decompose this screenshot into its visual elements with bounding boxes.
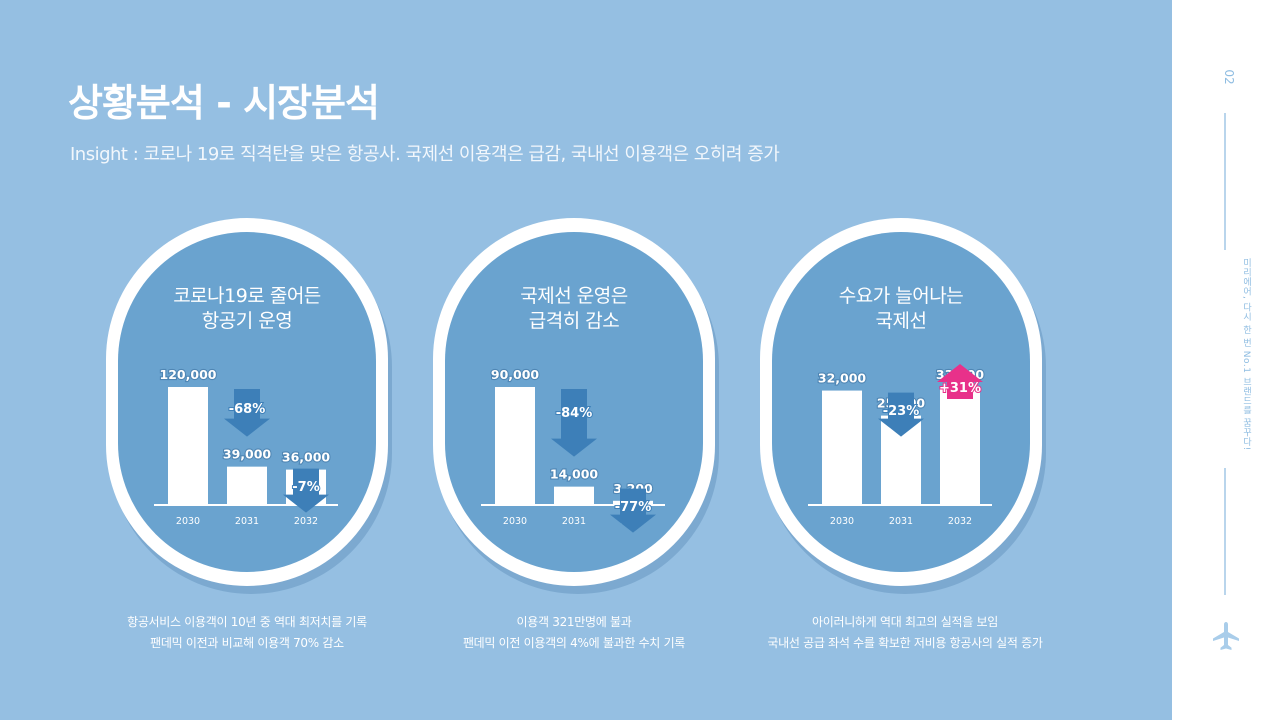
value-label-2030: 90,000 (491, 367, 540, 382)
change-arrow-down (224, 389, 270, 437)
panel-title-line1: 국제선 운영은 (520, 285, 628, 307)
side-slogan: 미리에어, 다시 한 번 No.1 브랜드를 꿈꾸다! (1241, 258, 1251, 451)
note-line2: 국내선 공급 좌석 수를 확보한 저비용 항공사의 실적 증가 (767, 636, 1043, 650)
tick-label-2031: 2031 (235, 516, 259, 527)
page-title: 상황분석 - 시장분석 (68, 81, 380, 125)
panel-title-line2: 급격히 감소 (528, 310, 620, 332)
tick-label-2031: 2031 (889, 516, 913, 527)
bar-2031 (227, 466, 267, 505)
change-arrow-up (937, 364, 983, 399)
airplane-icon (1213, 622, 1239, 650)
change-label: -68% (229, 402, 266, 417)
change-arrow-down (878, 392, 924, 437)
panel-title-line1: 코로나19로 줄어든 (173, 285, 321, 307)
value-label-2031: 14,000 (550, 467, 599, 482)
note-line2: 팬데믹 이전 이용객의 4%에 불과한 수치 기록 (462, 636, 686, 650)
bar-2030 (168, 387, 208, 505)
change-label: +31% (939, 381, 981, 396)
panel-title-line2: 항공기 운영 (201, 310, 293, 332)
side-panel (1172, 0, 1280, 720)
change-label: -77% (615, 500, 652, 515)
panel-title: 국제선 운영은 급격히 감소 (433, 284, 715, 334)
change-arrow-down (283, 468, 329, 513)
side-divider-bottom (1224, 468, 1226, 595)
note-line1: 항공서비스 이용객이 10년 중 역대 최저치를 기록 (127, 615, 367, 629)
tick-label-2031: 2031 (562, 516, 586, 527)
chart-operations: 120,000 2030 39,000 2031 36,000 2032 -68% -7% (106, 218, 392, 594)
note-line1: 이용객 321만명에 불과 (516, 615, 632, 629)
insight-subtitle: Insight : 코로나 19로 직격탄을 맞은 항공사. 국제선 이용객은 … (70, 144, 780, 165)
bar-2031 (554, 486, 594, 505)
panel-title: 수요가 늘어나는 국제선 (760, 284, 1042, 334)
panel-note: 항공서비스 이용객이 10년 중 역대 최저치를 기록 팬데믹 이전과 비교해 … (77, 612, 417, 654)
panel-note: 이용객 321만명에 불과 팬데믹 이전 이용객의 4%에 불과한 수치 기록 (404, 612, 744, 654)
side-divider-top (1224, 113, 1226, 250)
note-line2: 팬데믹 이전과 비교해 이용객 70% 감소 (150, 636, 344, 650)
bar-2030 (822, 390, 862, 505)
panel-title-line2: 국제선 (875, 310, 927, 332)
bar-2030 (495, 387, 535, 505)
change-label: -7% (292, 480, 319, 495)
value-label-2030: 32,000 (818, 371, 867, 386)
panel-operations: 120,000 2030 39,000 2031 36,000 2032 -68% -7% 코… (106, 218, 392, 594)
change-arrow-down (551, 389, 597, 457)
change-label: -84% (556, 406, 593, 421)
tick-label-2032: 2032 (294, 516, 318, 527)
note-line1: 아이러니하게 역대 최고의 실적을 보임 (812, 615, 998, 629)
tick-label-2030: 2030 (830, 516, 854, 527)
bar-2032 (940, 387, 980, 505)
tick-label-2032: 2032 (948, 516, 972, 527)
value-label-2031: 39,000 (223, 447, 272, 462)
change-label: -23% (883, 404, 920, 419)
tick-label-2030: 2030 (503, 516, 527, 527)
value-label-2032: 36,000 (282, 450, 331, 465)
change-arrow-down (610, 488, 656, 533)
panel-title: 코로나19로 줄어든 항공기 운영 (106, 284, 388, 334)
page-number: 02 (1222, 69, 1236, 85)
panel-title-line1: 수요가 늘어나는 (838, 285, 964, 307)
panel-note: 아이러니하게 역대 최고의 실적을 보임 국내선 공급 좌석 수를 확보한 저비… (735, 612, 1075, 654)
value-label-2030: 120,000 (160, 367, 217, 382)
tick-label-2030: 2030 (176, 516, 200, 527)
